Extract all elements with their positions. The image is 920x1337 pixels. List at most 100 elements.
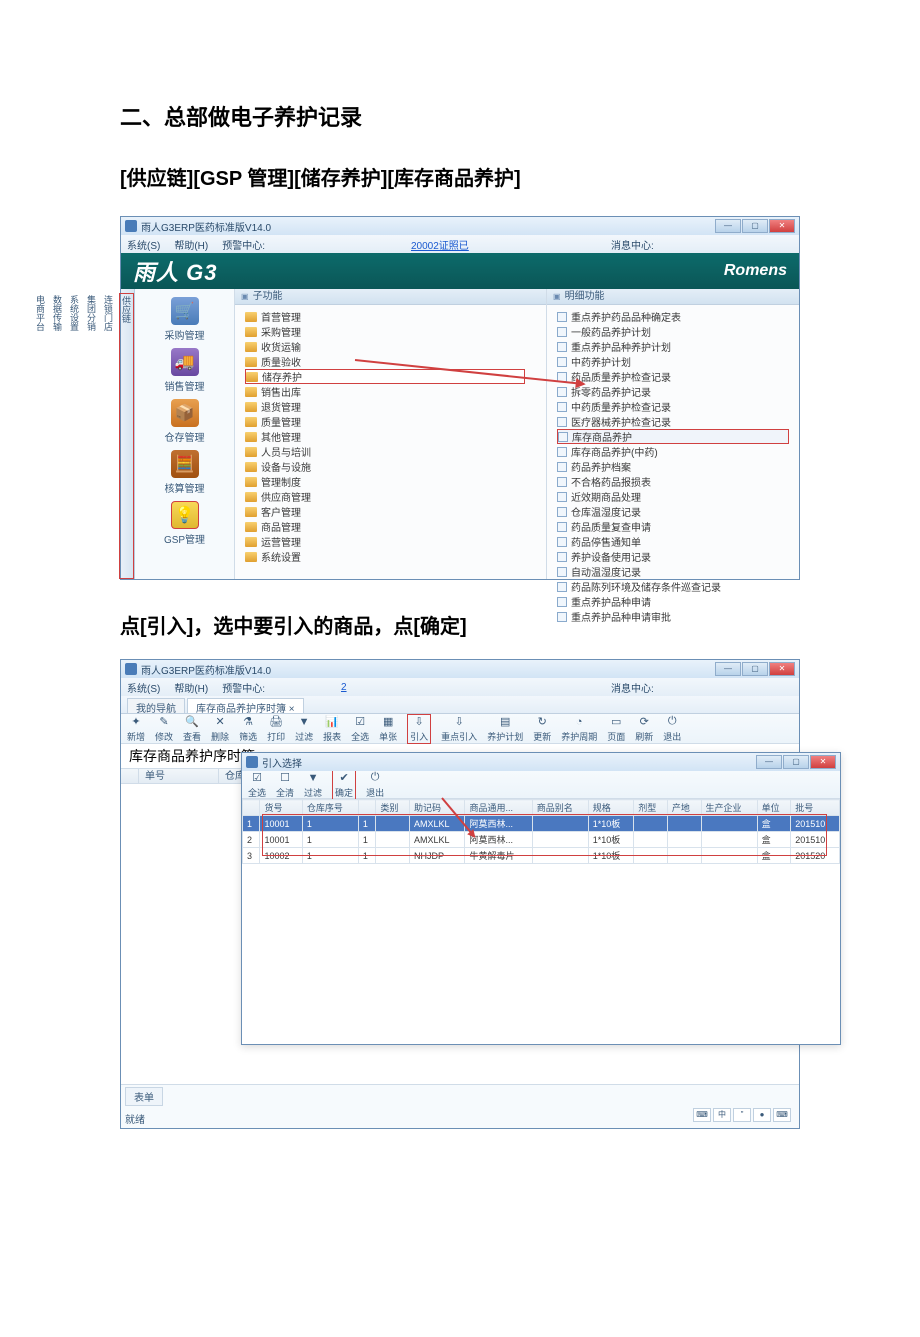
module-purchase[interactable]: 🛒采购管理	[165, 297, 205, 342]
tree-item[interactable]: 储存养护	[245, 369, 525, 384]
tab-maintenance-ledger[interactable]: 库存商品养护序时簿 ×	[187, 698, 304, 713]
tree-item[interactable]: 销售出库	[245, 384, 536, 399]
tree-item[interactable]: 商品管理	[245, 519, 536, 534]
menu-system[interactable]: 系统(S)	[127, 680, 160, 695]
detail-item[interactable]: 中药质量养护检查记录	[557, 399, 789, 414]
vnav-item-group[interactable]: 集团分销	[85, 293, 98, 579]
dialog-minimize-button[interactable]: —	[756, 755, 782, 769]
toolbar-单张[interactable]: ▦单张	[379, 715, 397, 743]
tree-item[interactable]: 运营管理	[245, 534, 536, 549]
vnav-item-supply-chain[interactable]: 供应链	[119, 293, 134, 579]
dialog-col-header[interactable]: 剂型	[634, 800, 668, 816]
dialog-toolbar-过滤[interactable]: ▼过滤	[304, 771, 322, 799]
vnav-item-chain-store[interactable]: 连锁门店	[102, 293, 115, 579]
detail-item[interactable]: 库存商品养护(中药)	[557, 444, 789, 459]
ime-full[interactable]: ●	[753, 1108, 771, 1122]
detail-item[interactable]: 药品质量养护检查记录	[557, 369, 789, 384]
dialog-row[interactable]: 31000211NHJDP牛黄解毒片1*10板盒201520	[243, 848, 840, 864]
tree-item[interactable]: 管理制度	[245, 474, 536, 489]
detail-item[interactable]: 中药养护计划	[557, 354, 789, 369]
detail-item[interactable]: 药品停售通知单	[557, 534, 789, 549]
toolbar-筛选[interactable]: ⚗筛选	[239, 715, 257, 743]
toolbar-修改[interactable]: ✎修改	[155, 715, 173, 743]
dialog-col-header[interactable]: 类别	[376, 800, 410, 816]
tree-item[interactable]: 设备与设施	[245, 459, 536, 474]
detail-item[interactable]: 药品养护档案	[557, 459, 789, 474]
tree-item[interactable]: 采购管理	[245, 324, 536, 339]
toolbar-重点引入[interactable]: ⇩重点引入	[441, 715, 477, 743]
dialog-col-header[interactable]	[358, 800, 375, 816]
toolbar-打印[interactable]: 🖨打印	[267, 715, 285, 743]
toolbar-刷新[interactable]: ⟳刷新	[635, 715, 653, 743]
detail-item[interactable]: 药品质量复查申请	[557, 519, 789, 534]
minimize-button[interactable]: —	[715, 219, 741, 233]
dialog-col-header[interactable]: 产地	[667, 800, 701, 816]
tree-item[interactable]: 首营管理	[245, 309, 536, 324]
tree-item[interactable]: 收货运输	[245, 339, 536, 354]
tree-item[interactable]: 其他管理	[245, 429, 536, 444]
dialog-toolbar-确定[interactable]: ✔确定	[332, 770, 356, 800]
vnav-item-data[interactable]: 数据传输	[51, 293, 64, 579]
detail-item[interactable]: 仓库温湿度记录	[557, 504, 789, 519]
dialog-col-header[interactable]	[243, 800, 260, 816]
alert-link[interactable]: 2	[341, 682, 347, 693]
vnav-item-system[interactable]: 系统设置	[68, 293, 81, 579]
dialog-col-header[interactable]: 生产企业	[701, 800, 757, 816]
dialog-col-header[interactable]: 商品通用...	[465, 800, 532, 816]
toolbar-过滤[interactable]: ▼过滤	[295, 715, 313, 743]
dialog-col-header[interactable]: 仓库序号	[302, 800, 358, 816]
detail-item[interactable]: 重点养护品种养护计划	[557, 339, 789, 354]
dialog-table[interactable]: 货号仓库序号类别助记码商品通用...商品别名规格剂型产地生产企业单位批号 110…	[242, 799, 840, 864]
module-gsp[interactable]: 💡GSP管理	[164, 501, 205, 546]
menu-help[interactable]: 帮助(H)	[174, 680, 208, 695]
tree-item[interactable]: 系统设置	[245, 549, 536, 564]
tab-mynav[interactable]: 我的导航	[127, 698, 185, 713]
dialog-row[interactable]: 11000111AMXLKL阿莫西林...1*10板盒201510	[243, 816, 840, 832]
detail-item[interactable]: 药品陈列环境及储存条件巡查记录	[557, 579, 789, 594]
tree-item[interactable]: 退货管理	[245, 399, 536, 414]
close-button[interactable]: ✕	[769, 662, 795, 676]
dialog-col-header[interactable]: 货号	[260, 800, 302, 816]
dialog-row[interactable]: 21000111AMXLKL阿莫西林...1*10板盒201510	[243, 832, 840, 848]
detail-item[interactable]: 一般药品养护计划	[557, 324, 789, 339]
close-button[interactable]: ✕	[769, 219, 795, 233]
dialog-col-header[interactable]: 商品别名	[532, 800, 588, 816]
tree-item[interactable]: 供应商管理	[245, 489, 536, 504]
detail-item[interactable]: 自动温湿度记录	[557, 564, 789, 579]
tree-item[interactable]: 质量验收	[245, 354, 536, 369]
toolbar-退出[interactable]: ⏻退出	[663, 715, 681, 743]
detail-item[interactable]: 重点养护品种申请审批	[557, 609, 789, 624]
toolbar-全选[interactable]: ☑全选	[351, 715, 369, 743]
toolbar-养护计划[interactable]: ▤养护计划	[487, 715, 523, 743]
toolbar-页面[interactable]: ▭页面	[607, 715, 625, 743]
ime-punct[interactable]: "	[733, 1108, 751, 1122]
dialog-toolbar-退出[interactable]: ⏻退出	[366, 771, 384, 799]
toolbar-养护周期[interactable]: ◔养护周期	[561, 715, 597, 743]
toolbar-新增[interactable]: ✦新增	[127, 715, 145, 743]
minimize-button[interactable]: —	[715, 662, 741, 676]
dialog-col-header[interactable]: 规格	[588, 800, 634, 816]
ime-btn[interactable]: ⌨	[693, 1108, 711, 1122]
detail-item[interactable]: 养护设备使用记录	[557, 549, 789, 564]
maximize-button[interactable]: ▢	[742, 219, 768, 233]
toolbar-查看[interactable]: 🔍查看	[183, 715, 201, 743]
menu-help[interactable]: 帮助(H)	[174, 237, 208, 252]
dialog-col-header[interactable]: 单位	[757, 800, 791, 816]
ime-soft[interactable]: ⌨	[773, 1108, 791, 1122]
ime-cn[interactable]: 中	[713, 1108, 731, 1122]
detail-item[interactable]: 近效期商品处理	[557, 489, 789, 504]
tree-item[interactable]: 客户管理	[245, 504, 536, 519]
dialog-close-button[interactable]: ✕	[810, 755, 836, 769]
alert-link[interactable]: 20002证照已	[411, 237, 469, 252]
dialog-maximize-button[interactable]: ▢	[783, 755, 809, 769]
detail-item[interactable]: 不合格药品报损表	[557, 474, 789, 489]
menu-system[interactable]: 系统(S)	[127, 237, 160, 252]
detail-item[interactable]: 库存商品养护	[557, 429, 789, 444]
module-warehouse[interactable]: 📦仓存管理	[165, 399, 205, 444]
footer-tab-form[interactable]: 表单	[125, 1087, 163, 1106]
dialog-toolbar-全清[interactable]: ☐全清	[276, 771, 294, 799]
module-sales[interactable]: 🚚销售管理	[165, 348, 205, 393]
detail-item[interactable]: 重点养护品种申请	[557, 594, 789, 609]
toolbar-更新[interactable]: ↻更新	[533, 715, 551, 743]
toolbar-删除[interactable]: ✕删除	[211, 715, 229, 743]
